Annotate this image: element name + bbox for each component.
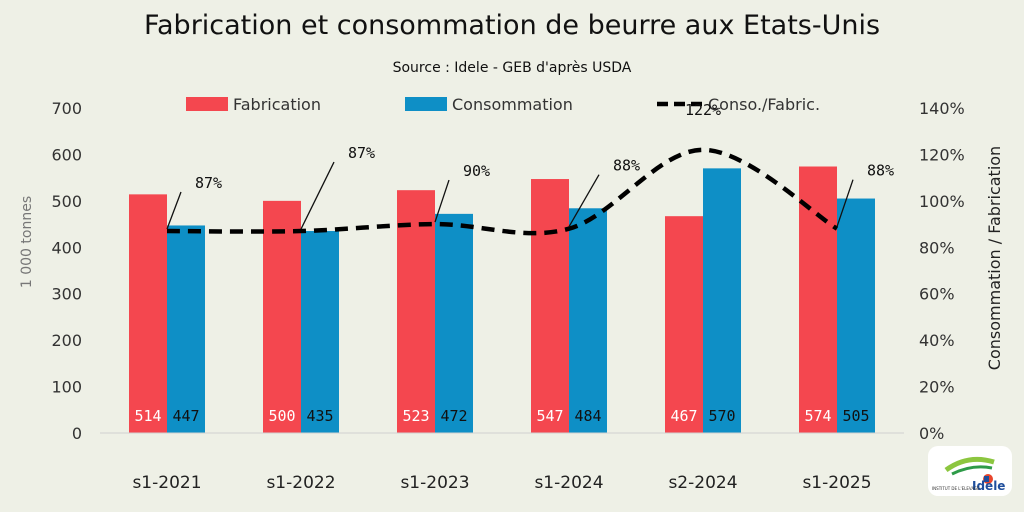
- bar-label-fabrication: 547: [536, 407, 563, 425]
- right-axis: 0% 20% 40% 60% 80% 100% 120% 140%: [919, 99, 965, 443]
- bar-label-consommation: 447: [172, 407, 199, 425]
- legend-label-ratio: Conso./Fabric.: [708, 95, 820, 114]
- y-tick-label: 0: [72, 424, 82, 443]
- bar-label-consommation: 484: [574, 407, 601, 425]
- y-tick-label: 600: [51, 145, 82, 164]
- bar-consommation: [435, 213, 473, 433]
- svg-text:Idele: Idele: [972, 479, 1005, 493]
- ratio-line-series: 87% 87% 90% 88% 122% 88%: [166, 101, 894, 236]
- y-tick-label: 400: [51, 238, 82, 257]
- chart-title: Fabrication et consommation de beurre au…: [143, 10, 881, 41]
- point-label-leader: [836, 179, 854, 227]
- y2-tick-label: 40%: [919, 331, 955, 350]
- x-tick-label: s1-2024: [534, 473, 603, 493]
- point-label-leader: [166, 191, 182, 230]
- bar-label-consommation: 505: [842, 407, 869, 425]
- point-label: 87%: [195, 174, 222, 192]
- bar-consommation: [569, 208, 607, 433]
- x-tick-label: s1-2021: [132, 473, 201, 493]
- bar-fabrication: [531, 179, 569, 433]
- point-label: 90%: [463, 162, 490, 180]
- bar-fabrication: [263, 200, 301, 433]
- bars: 514 447 500 435 523 472 547 484 467 570 574 505: [129, 166, 875, 433]
- y2-tick-label: 140%: [919, 99, 965, 118]
- bar-fabrication: [665, 216, 703, 433]
- y2-tick-label: 20%: [919, 378, 955, 397]
- bar-consommation: [703, 168, 741, 433]
- legend: Fabrication Consommation Conso./Fabric.: [186, 95, 820, 114]
- chart-subtitle: Source : Idele - GEB d'après USDA: [392, 60, 632, 76]
- idele-logo: Idele INSTITUT DE L'ELEVAGE: [928, 446, 1012, 496]
- point-label: 88%: [867, 162, 894, 180]
- point-label-leader: [568, 174, 600, 228]
- bar-fabrication: [129, 194, 167, 433]
- legend-swatch-consommation: [405, 97, 447, 111]
- y-tick-label: 200: [51, 331, 82, 350]
- x-tick-label: s1-2022: [266, 473, 335, 493]
- y2-tick-label: 100%: [919, 192, 965, 211]
- y2-tick-label: 60%: [919, 285, 955, 304]
- y-tick-label: 100: [51, 378, 82, 397]
- legend-label-consommation: Consommation: [452, 95, 573, 114]
- legend-label-fabrication: Fabrication: [233, 95, 321, 114]
- bar-consommation: [167, 225, 205, 433]
- bar-label-fabrication: 467: [670, 407, 697, 425]
- y-tick-label: 700: [51, 99, 82, 118]
- x-tick-label: s2-2024: [668, 473, 737, 493]
- point-label-leader: [300, 161, 335, 230]
- y2-axis-label: Consommation / Fabrication: [985, 146, 1004, 370]
- x-tick-label: s1-2023: [400, 473, 469, 493]
- y-tick-label: 300: [51, 285, 82, 304]
- point-label-leader: [434, 179, 450, 223]
- point-label: 122%: [685, 101, 721, 119]
- point-label: 87%: [348, 144, 375, 162]
- y2-tick-label: 0%: [919, 424, 944, 443]
- bar-consommation: [837, 198, 875, 433]
- x-tick-label: s1-2025: [802, 473, 871, 493]
- left-axis: 0 100 200 300 400 500 600 700: [51, 99, 82, 443]
- legend-swatch-fabrication: [186, 97, 228, 111]
- y-axis-label: 1 000 tonnes: [19, 196, 35, 288]
- y2-tick-label: 120%: [919, 145, 965, 164]
- y-tick-label: 500: [51, 192, 82, 211]
- idele-logo-mark: Idele INSTITUT DE L'ELEVAGE: [932, 456, 1005, 493]
- y2-tick-label: 80%: [919, 238, 955, 257]
- bar-fabrication: [799, 166, 837, 433]
- bar-label-consommation: 472: [440, 407, 467, 425]
- point-label: 88%: [613, 157, 640, 175]
- bar-fabrication: [397, 190, 435, 433]
- x-axis-ticks: s1-2021 s1-2022 s1-2023 s1-2024 s2-2024 s1-20…: [132, 473, 871, 493]
- bar-label-fabrication: 500: [268, 407, 295, 425]
- bar-label-consommation: 570: [708, 407, 735, 425]
- bar-label-consommation: 435: [306, 407, 333, 425]
- bar-label-fabrication: 514: [134, 407, 161, 425]
- bar-label-fabrication: 523: [402, 407, 429, 425]
- bar-consommation: [301, 231, 339, 433]
- bar-label-fabrication: 574: [804, 407, 831, 425]
- svg-text:INSTITUT DE L'ELEVAGE: INSTITUT DE L'ELEVAGE: [932, 486, 980, 491]
